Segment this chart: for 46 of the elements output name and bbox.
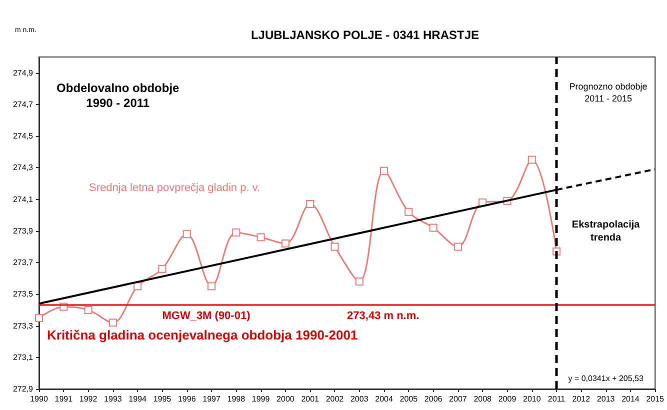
x-tick-label: 2013 xyxy=(596,394,616,404)
x-tick-label: 2010 xyxy=(522,394,542,404)
y-tick-label: 272,9 xyxy=(12,384,34,394)
annotation: Obdelovalno obdobje 1990 - 2011 xyxy=(56,81,180,110)
x-tick-label: 2008 xyxy=(474,394,492,404)
y-tick-label: 273,9 xyxy=(12,226,34,236)
annotation: 273,43 m n.m. xyxy=(347,310,420,322)
x-tick-label: 2012 xyxy=(572,394,591,404)
x-tick-label: 2015 xyxy=(646,394,665,404)
x-tick-label: 1990 xyxy=(30,394,48,404)
x-tick-label: 2014 xyxy=(622,394,640,404)
x-tick-label: 2004 xyxy=(375,394,394,404)
x-tick-label: 2009 xyxy=(498,394,517,404)
y-tick-label: 274,3 xyxy=(12,163,34,172)
x-tick-label: 2001 xyxy=(301,394,320,404)
x-tick-label: 2003 xyxy=(350,394,369,404)
x-tick-label: 2005 xyxy=(400,394,418,404)
annotation: Prognozno obdobje 2011 - 2015 xyxy=(569,82,648,104)
x-tick-label: 1997 xyxy=(202,394,221,404)
x-tick-label: 1993 xyxy=(104,394,122,404)
annotation: y = 0,0341x + 205,53 xyxy=(568,374,644,384)
x-tick-label: 1992 xyxy=(79,394,98,404)
x-tick-label: 1995 xyxy=(153,394,172,404)
x-tick-label: 1991 xyxy=(54,394,74,404)
x-tick-label: 2007 xyxy=(449,394,468,404)
x-tick-label: 2000 xyxy=(276,394,295,404)
x-tick-label: 2002 xyxy=(326,394,344,404)
y-tick-label: 274,1 xyxy=(12,194,34,204)
y-tick-label: 273,1 xyxy=(12,352,34,362)
y-tick-label: 273,3 xyxy=(12,321,34,330)
x-tick-label: 1999 xyxy=(252,394,270,404)
chart-title: LJUBLJANSKO POLJE - 0341 HRASTJE xyxy=(250,28,480,42)
y-tick-label: 273,7 xyxy=(12,258,34,268)
x-tick-label: 2006 xyxy=(424,394,443,404)
y-tick-label: 274,9 xyxy=(12,68,34,78)
x-tick-label: 1994 xyxy=(128,394,148,404)
annotation: Ekstrapolacija trenda xyxy=(572,219,640,244)
x-tick-label: 1998 xyxy=(227,394,246,404)
x-tick-label: 2011 xyxy=(548,394,566,404)
y-tick-label: 274,7 xyxy=(12,100,34,109)
y-tick-label: 274,5 xyxy=(12,132,34,141)
y-tick-label: 273,5 xyxy=(12,290,34,299)
text: Srednja letna povprečja gladin p. v. xyxy=(89,182,260,194)
x-tick-label: 1996 xyxy=(178,394,196,404)
annotation: MGW_3M (90-01) xyxy=(162,310,251,322)
annotation: Kritična gladina ocenjevalnega obdobja 1990-2001 xyxy=(47,328,358,343)
